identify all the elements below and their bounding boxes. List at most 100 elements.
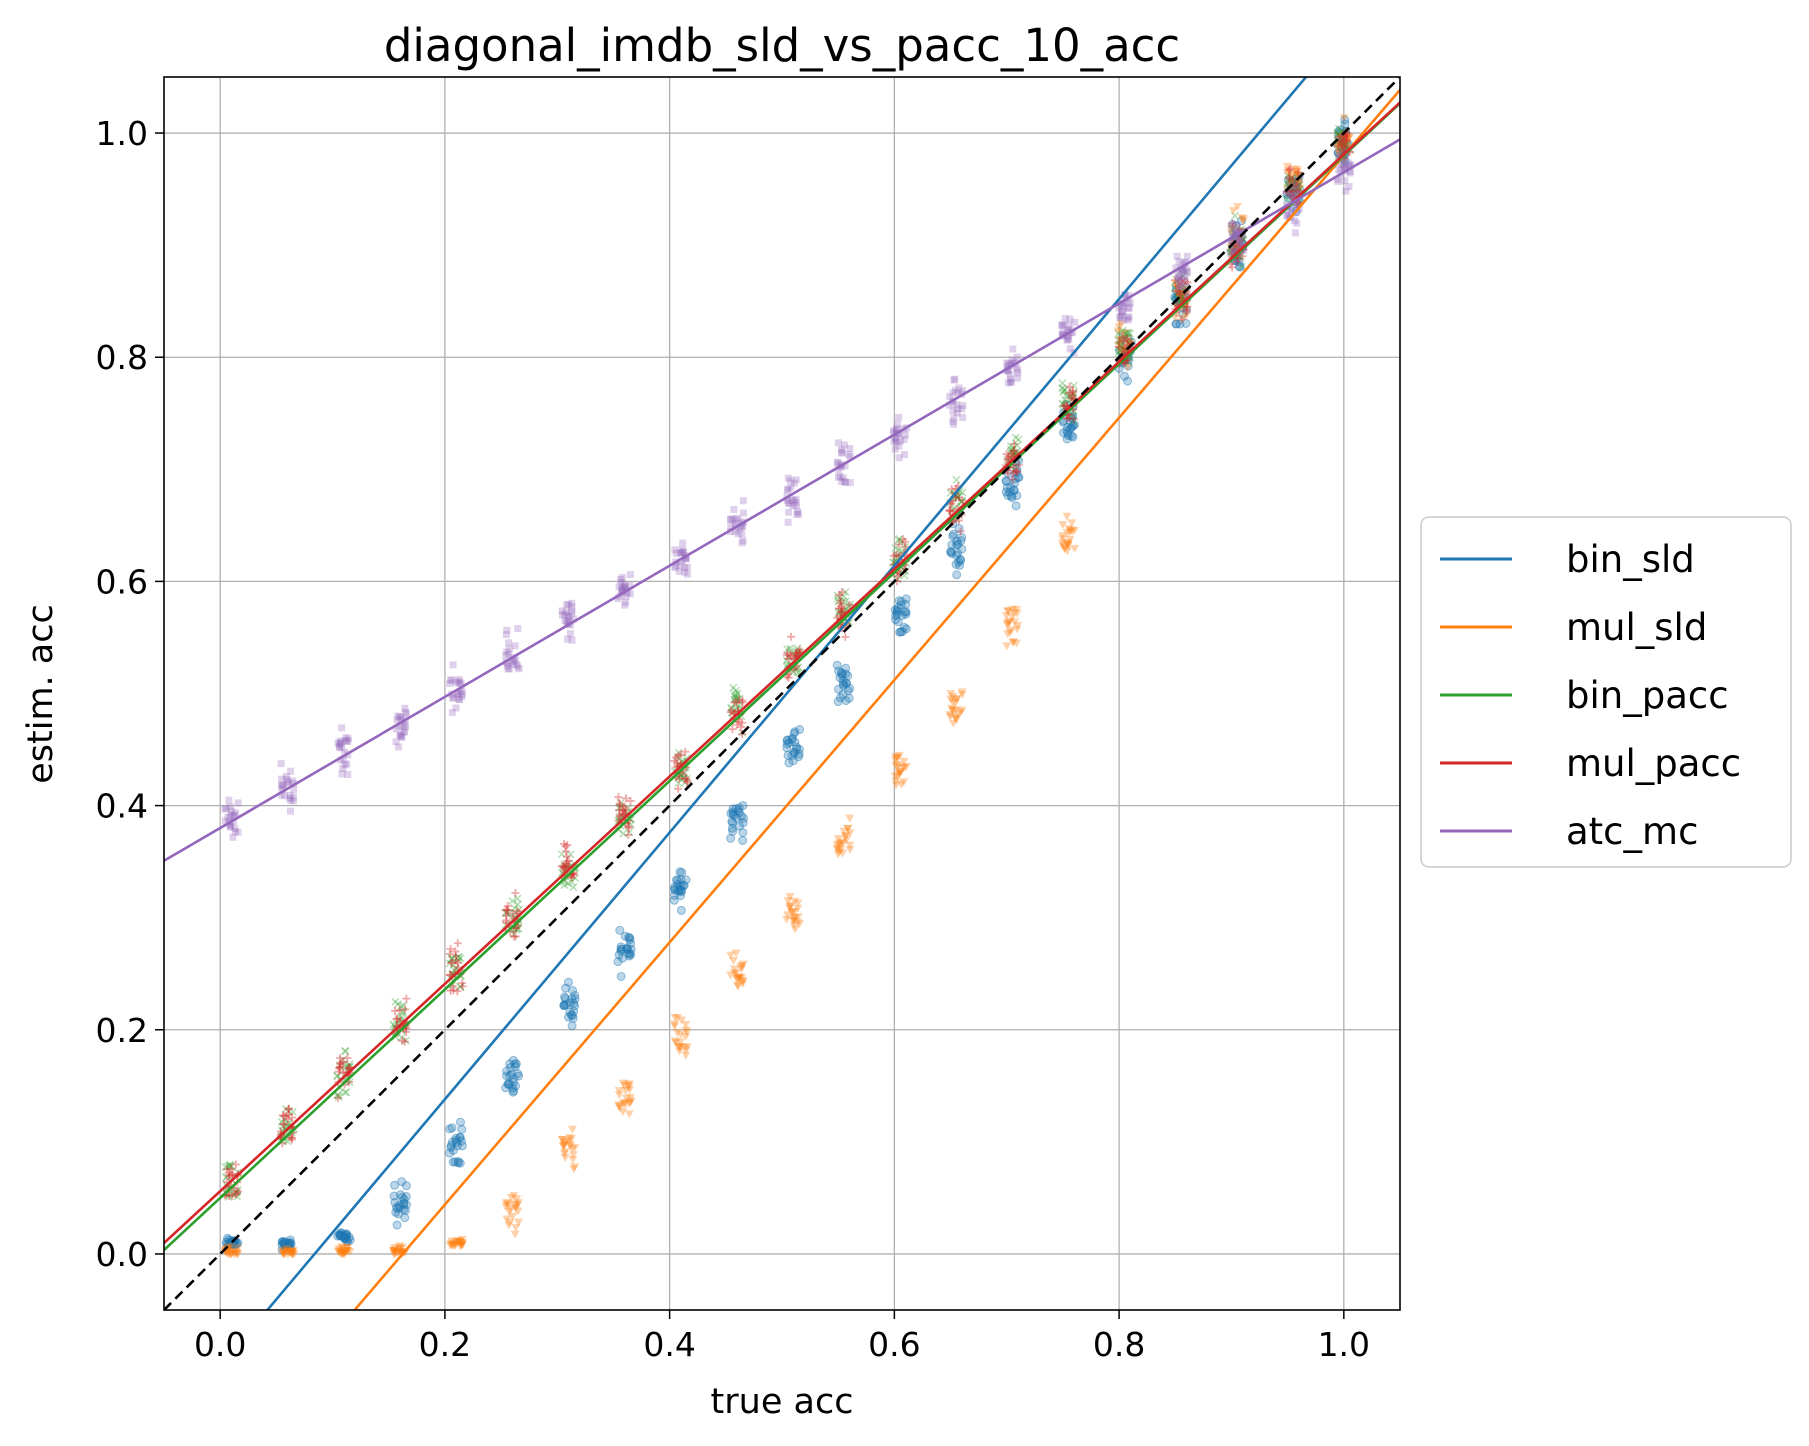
data-point-mul_pacc <box>1233 242 1242 251</box>
data-point-atc_mc <box>1003 367 1011 375</box>
data-point-bin_sld <box>726 833 736 843</box>
data-point-bin_pacc <box>1338 136 1347 145</box>
data-point-atc_mc <box>446 679 454 687</box>
data-point-mul_pacc <box>1285 174 1294 183</box>
data-point-bin_sld <box>392 1220 402 1230</box>
data-point-bin_sld <box>401 1181 411 1191</box>
data-point-bin_sld <box>1340 115 1350 125</box>
data-point-mul_pacc <box>284 1105 293 1114</box>
data-point-bin_sld <box>570 994 580 1004</box>
data-point-mul_pacc <box>446 986 455 995</box>
data-point-atc_mc <box>617 576 625 584</box>
data-point-bin_sld <box>401 1200 411 1210</box>
data-point-mul_sld <box>511 1204 521 1213</box>
data-point-bin_sld <box>676 887 686 897</box>
data-point-bin_sld <box>626 950 636 960</box>
data-point-bin_pacc <box>397 1033 406 1042</box>
data-point-mul_sld <box>1181 312 1191 321</box>
data-point-bin_pacc <box>567 877 576 886</box>
data-point-atc_mc <box>455 696 463 704</box>
data-point-mul_sld <box>1069 526 1079 535</box>
data-point-bin_sld <box>618 953 628 963</box>
data-point-bin_sld <box>397 1177 407 1187</box>
data-point-mul_pacc <box>446 958 455 967</box>
data-point-mul_pacc <box>398 1036 407 1045</box>
data-point-bin_pacc <box>732 686 741 695</box>
data-point-mul_pacc <box>1286 164 1295 173</box>
data-point-atc_mc <box>787 477 795 485</box>
data-point-bin_sld <box>457 1124 467 1134</box>
data-point-mul_sld <box>229 1250 239 1259</box>
data-point-mul_sld <box>279 1246 289 1255</box>
data-point-atc_mc <box>341 748 349 756</box>
data-point-bin_sld <box>784 758 794 768</box>
data-point-atc_mc <box>398 734 406 742</box>
data-point-mul_sld <box>1287 173 1297 182</box>
data-point-atc_mc <box>449 661 457 669</box>
data-point-atc_mc <box>738 539 746 547</box>
data-point-bin_sld <box>952 540 962 550</box>
data-point-bin_sld <box>282 1240 292 1250</box>
data-point-bin_sld <box>956 555 966 565</box>
data-point-mul_sld <box>229 1248 239 1257</box>
data-point-mul_sld <box>951 716 961 725</box>
data-point-mul_pacc <box>947 485 956 494</box>
data-point-bin_pacc <box>1172 290 1181 299</box>
data-point-mul_pacc <box>279 1111 288 1120</box>
data-point-mul_sld <box>1004 619 1014 628</box>
data-point-mul_pacc <box>1122 345 1131 354</box>
data-point-mul_sld <box>280 1250 290 1259</box>
data-point-mul_pacc <box>501 906 510 915</box>
data-point-bin_pacc <box>288 1107 297 1116</box>
data-point-atc_mc <box>1012 364 1020 372</box>
data-point-mul_sld <box>286 1248 296 1257</box>
data-point-mul_pacc <box>837 588 846 597</box>
data-point-bin_sld <box>335 1231 345 1241</box>
data-point-atc_mc <box>1064 326 1072 334</box>
legend-label-atc_mc: atc_mc <box>1566 810 1698 853</box>
data-point-bin_sld <box>834 684 844 694</box>
data-point-mul_pacc <box>335 1059 344 1068</box>
data-point-mul_sld <box>1117 348 1127 357</box>
data-point-mul_sld <box>620 1081 630 1090</box>
data-point-atc_mc <box>1126 299 1134 307</box>
data-point-bin_pacc <box>224 1192 233 1201</box>
data-point-atc_mc <box>845 451 853 459</box>
data-point-mul_sld <box>558 1135 568 1144</box>
data-point-atc_mc <box>1181 275 1189 283</box>
data-point-bin_sld <box>954 524 964 534</box>
data-point-bin_sld <box>737 811 747 821</box>
data-point-bin_sld <box>565 1007 575 1017</box>
data-point-bin_sld <box>1006 483 1016 493</box>
data-point-bin_pacc <box>1114 329 1123 338</box>
data-point-bin_sld <box>451 1135 461 1145</box>
data-point-atc_mc <box>454 690 462 698</box>
data-point-atc_mc <box>1178 260 1186 268</box>
data-point-atc_mc <box>1065 335 1073 343</box>
data-point-bin_pacc <box>893 550 902 559</box>
data-point-mul_sld <box>1336 140 1346 149</box>
data-point-mul_sld <box>220 1247 230 1256</box>
data-point-mul_pacc <box>676 750 685 759</box>
data-point-atc_mc <box>950 414 958 422</box>
data-point-mul_sld <box>288 1247 298 1256</box>
data-point-atc_mc <box>621 583 629 591</box>
data-point-mul_sld <box>1332 143 1342 152</box>
data-point-mul_sld <box>1124 340 1134 349</box>
data-point-atc_mc <box>513 661 521 669</box>
data-point-mul_pacc <box>457 979 466 988</box>
data-point-mul_pacc <box>402 1028 411 1037</box>
data-point-bin_sld <box>1234 261 1244 271</box>
data-point-atc_mc <box>1287 192 1295 200</box>
data-point-mul_sld <box>1115 336 1125 345</box>
data-point-bin_pacc <box>1239 236 1248 245</box>
data-point-bin_sld <box>673 886 683 896</box>
data-point-bin_pacc <box>731 692 741 701</box>
data-point-mul_pacc <box>513 907 522 916</box>
data-point-bin_sld <box>1066 413 1076 423</box>
data-point-atc_mc <box>502 631 510 639</box>
data-point-mul_sld <box>1057 539 1067 548</box>
data-point-bin_sld <box>901 599 911 609</box>
data-point-bin_sld <box>511 1081 521 1091</box>
